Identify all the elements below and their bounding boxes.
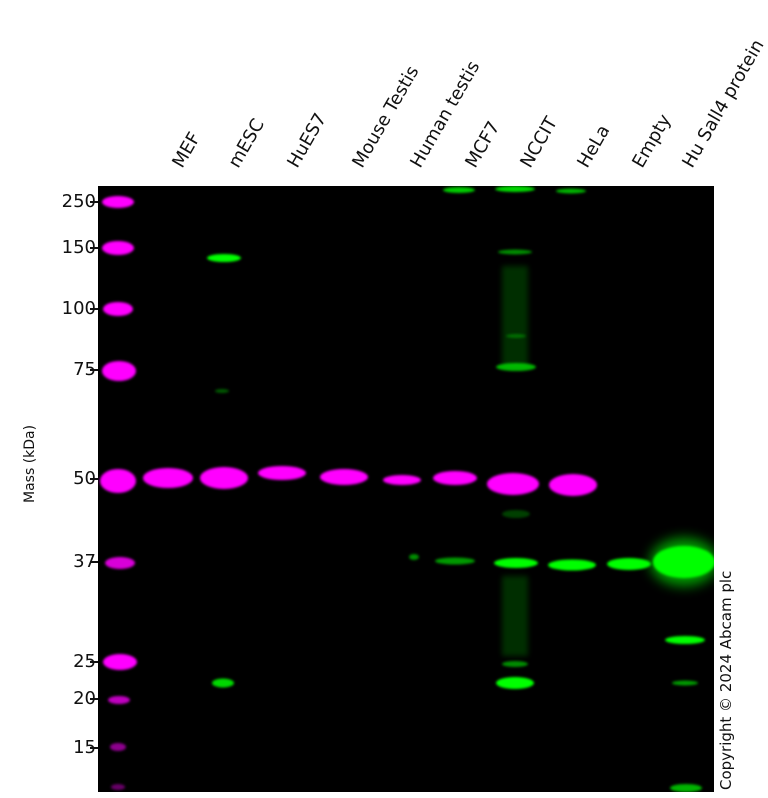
band-hela-top [556,188,586,194]
band-nccit-25 [502,661,528,667]
mw-tick-20 [90,698,98,700]
band-mouse-testis-50 [320,469,368,485]
lane-label-mcf7: MCF7 [461,117,505,172]
ladder-band-75 [102,361,136,381]
band-nccit-22 [496,677,534,689]
band-empty-37 [607,558,651,570]
mw-tick-150 [90,247,98,249]
band-mesc-22 [212,678,234,688]
lane-label-hu-sall4-protein: Hu Sall4 protein [678,36,768,172]
band-hela-50 [549,474,597,496]
mw-tick-100 [90,308,98,310]
ladder-lane [100,196,137,790]
band-sall4-37 [650,538,714,586]
mw-marker-50: 50 [73,468,96,489]
mw-tick-50 [90,478,98,480]
ladder-band-50 [100,469,136,493]
band-mesc-50 [200,467,248,489]
ladder-band-150 [102,241,134,255]
y-axis-title: Mass (kDa) [22,424,38,503]
mw-tick-37 [90,561,98,563]
band-nccit-40 [502,510,530,518]
mw-marker-75: 75 [73,359,96,380]
band-nccit-145 [498,249,532,255]
mw-marker-37: 37 [73,551,96,572]
ladder-band-10 [111,784,125,790]
lane-label-mef: MEF [168,128,206,172]
band-mesc-140 [207,254,241,262]
mw-marker-25: 25 [73,651,96,672]
band-mcf7-50 [433,471,477,485]
lane-label-hela: HeLa [573,121,615,172]
magenta-50kda-bands [143,466,597,496]
ladder-band-25 [103,654,137,670]
mw-marker-15: 15 [73,737,96,758]
band-mcf7-top [443,187,475,193]
ladder-band-15 [110,743,126,751]
band-sall4-bottom [670,784,702,792]
ladder-band-20 [108,696,130,704]
ladder-band-37 [105,557,135,569]
western-blot-image [98,186,714,792]
ladder-band-100 [103,302,133,316]
mw-tick-15 [90,747,98,749]
mw-marker-100: 100 [61,298,96,319]
mw-marker-20: 20 [73,688,96,709]
mw-marker-150: 150 [61,237,96,258]
band-sall4-22 [672,680,698,686]
mw-tick-25 [90,661,98,663]
band-sall4-27 [665,636,705,644]
band-human-testis-37 [409,554,419,560]
band-nccit-top [495,186,535,192]
band-nccit-37 [494,558,538,568]
band-mcf7-37 [435,557,475,565]
band-hues7-50 [258,466,306,480]
lane-label-empty: Empty [628,110,676,172]
band-hela-37 [548,559,596,571]
band-mesc-65 [215,389,229,393]
lane-label-nccit: NCCIT [516,113,562,172]
western-blot-svg [98,186,714,792]
copyright-notice: Copyright © 2024 Abcam plc [717,570,735,790]
green-signal-bands [207,186,705,792]
band-nccit-50 [487,473,539,495]
ladder-band-250 [102,196,134,208]
nccit-smear [502,266,528,656]
mw-marker-250: 250 [61,191,96,212]
mw-tick-75 [90,369,98,371]
lane-label-mesc: mESC [224,115,269,172]
band-mef-50 [143,468,193,488]
mw-tick-250 [90,201,98,203]
band-human-testis-50 [383,475,421,485]
lane-label-hues7: HuES7 [283,109,332,172]
